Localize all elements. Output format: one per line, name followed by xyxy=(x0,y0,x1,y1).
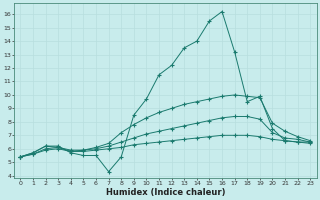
X-axis label: Humidex (Indice chaleur): Humidex (Indice chaleur) xyxy=(106,188,225,197)
